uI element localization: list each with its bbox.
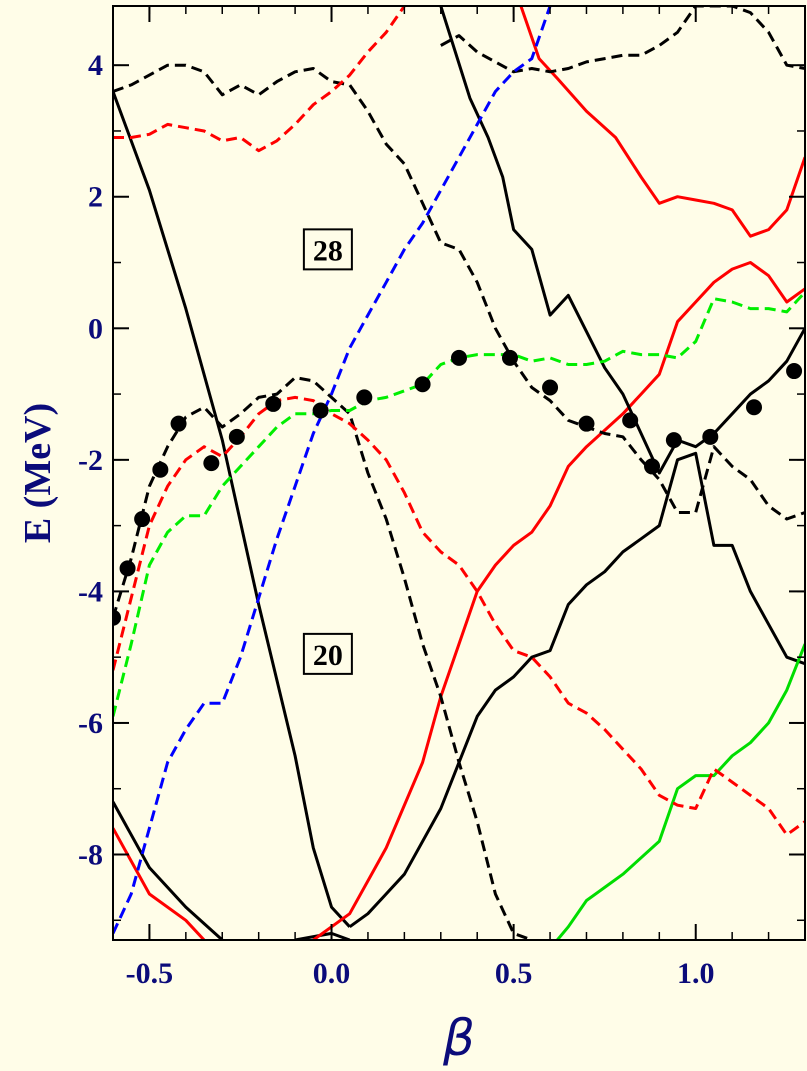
series-line-14 xyxy=(113,395,805,837)
x-axis-title: β xyxy=(442,1009,475,1067)
data-marker-3 xyxy=(134,511,151,528)
series-line-2 xyxy=(113,801,224,940)
data-marker-18 xyxy=(665,432,682,449)
x-tick-label: 0.0 xyxy=(313,957,351,990)
data-marker-13 xyxy=(501,349,518,366)
data-marker-14 xyxy=(542,379,559,396)
series-line-10 xyxy=(113,63,805,521)
marker-layer xyxy=(113,349,803,626)
data-marker-10 xyxy=(356,389,373,406)
y-axis-title: E (MeV) xyxy=(17,403,59,543)
series-line-9 xyxy=(556,643,805,940)
series-line-16 xyxy=(113,6,552,935)
y-tick-label: -2 xyxy=(78,444,103,477)
data-marker-1 xyxy=(113,609,121,626)
data-marker-2 xyxy=(119,560,136,577)
series-line-6 xyxy=(519,6,805,238)
label-text: 20 xyxy=(313,639,343,672)
data-marker-9 xyxy=(312,402,329,419)
shell-gap-label-28: 28 xyxy=(302,228,353,271)
series-line-12 xyxy=(440,6,805,74)
data-marker-19 xyxy=(702,428,719,445)
data-marker-6 xyxy=(203,455,220,472)
x-tick-label: 1.0 xyxy=(677,957,715,990)
series-line-5 xyxy=(312,261,805,940)
series-line-8 xyxy=(348,451,805,929)
y-tick-label: -6 xyxy=(78,707,103,740)
y-tick-label: 2 xyxy=(88,181,103,214)
data-marker-12 xyxy=(451,349,467,366)
x-tick-label: -0.5 xyxy=(126,957,174,990)
x-tick-label: 0.5 xyxy=(495,957,533,990)
y-tick-label: -4 xyxy=(78,575,103,608)
data-marker-20 xyxy=(746,399,763,416)
y-tick-label: -8 xyxy=(78,838,103,871)
series-layer xyxy=(113,6,805,940)
label-box xyxy=(302,632,353,675)
series-line-1 xyxy=(113,90,351,928)
data-marker-15 xyxy=(578,415,595,432)
data-marker-7 xyxy=(228,428,245,445)
data-marker-8 xyxy=(265,395,282,412)
data-marker-5 xyxy=(170,415,187,432)
data-marker-11 xyxy=(414,376,431,393)
series-line-13 xyxy=(113,6,406,153)
series-line-3 xyxy=(113,827,206,940)
shell-gap-label-20: 20 xyxy=(302,632,353,675)
label-box xyxy=(302,228,353,271)
data-marker-16 xyxy=(622,412,639,429)
annotation-layer: 28 20 xyxy=(302,228,353,675)
data-marker-17 xyxy=(644,458,661,475)
y-tick-label: 4 xyxy=(88,49,103,82)
label-text: 28 xyxy=(313,234,343,267)
plot-frame xyxy=(112,5,806,941)
y-tick-label: 0 xyxy=(88,312,103,345)
data-marker-4 xyxy=(152,461,169,478)
data-marker-21 xyxy=(786,363,803,380)
